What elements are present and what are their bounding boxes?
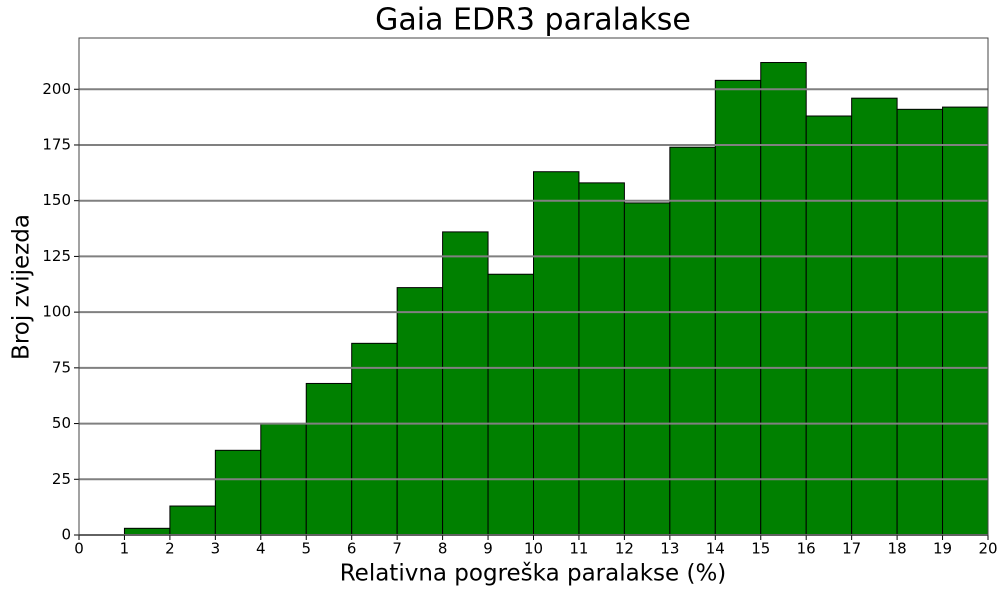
- plot-frame: [78, 37, 989, 536]
- bar: [487, 273, 534, 536]
- x-tick-label: 4: [256, 540, 266, 558]
- x-tick-label: 2: [165, 540, 175, 558]
- x-tick-label: 15: [751, 540, 770, 558]
- x-tick-label: 9: [483, 540, 493, 558]
- chart-title: Gaia EDR3 paralakse: [375, 3, 691, 38]
- bar: [442, 231, 489, 536]
- bar: [805, 115, 853, 536]
- x-tick-label: 18: [888, 540, 907, 558]
- x-tick-label: 8: [438, 540, 448, 558]
- bar: [123, 527, 171, 536]
- bar: [714, 79, 762, 536]
- y-tick-label: 0: [61, 526, 71, 544]
- bar: [760, 62, 807, 536]
- y-tick-label: 150: [42, 191, 71, 209]
- y-tick-label: 125: [42, 247, 71, 265]
- x-tick-label: 1: [120, 540, 130, 558]
- x-tick-label: 6: [347, 540, 357, 558]
- bar: [396, 287, 444, 536]
- x-tick-label: 7: [392, 540, 402, 558]
- bar: [578, 182, 625, 536]
- bar: [851, 97, 898, 536]
- x-tick-label: 11: [569, 540, 588, 558]
- x-tick-label: 19: [933, 540, 952, 558]
- y-tick-label: 200: [42, 80, 71, 98]
- bar: [669, 146, 716, 536]
- x-tick-label: 0: [74, 540, 84, 558]
- x-tick-label: 12: [615, 540, 634, 558]
- x-tick-label: 16: [797, 540, 816, 558]
- x-tick-label: 5: [301, 540, 311, 558]
- x-axis-label: Relativna pogreška paralakse (%): [340, 561, 727, 587]
- x-tick-label: 20: [978, 540, 997, 558]
- x-tick-label: 3: [211, 540, 221, 558]
- bar: [169, 505, 216, 536]
- bar: [305, 382, 353, 536]
- bar: [942, 106, 989, 536]
- bar: [533, 171, 580, 536]
- y-axis-label: Broj zvijezda: [9, 214, 35, 360]
- y-tick-label: 175: [42, 135, 71, 153]
- x-tick-label: 14: [706, 540, 725, 558]
- bar: [896, 108, 944, 536]
- y-tick-label: 100: [42, 303, 71, 321]
- bar: [351, 342, 398, 536]
- x-tick-label: 17: [842, 540, 861, 558]
- y-tick-label: 25: [52, 470, 71, 488]
- y-tick-label: 75: [52, 358, 71, 376]
- y-tick-label: 50: [52, 414, 71, 432]
- bar: [214, 449, 262, 536]
- x-tick-label: 10: [524, 540, 543, 558]
- x-tick-label: 13: [660, 540, 679, 558]
- bar: [623, 202, 671, 536]
